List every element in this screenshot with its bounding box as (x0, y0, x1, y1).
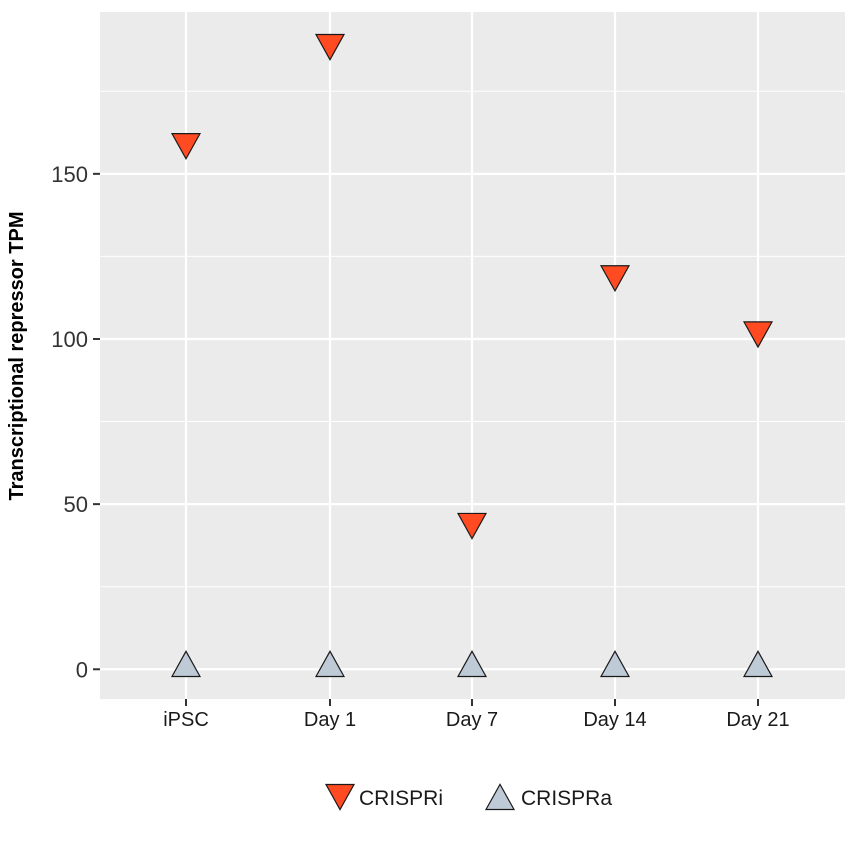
crispri-point (456, 512, 488, 540)
legend-key-crispra (484, 783, 516, 811)
y-axis: 0 50 100 150 (51, 162, 100, 682)
crispra-point (742, 650, 774, 678)
x-tick-label: iPSC (163, 709, 209, 731)
y-tick-label: 150 (51, 162, 88, 187)
crispra-point (314, 650, 346, 678)
crispri-point (742, 321, 774, 349)
y-tick-label: 50 (64, 492, 88, 517)
crispra-point (170, 650, 202, 678)
x-tick-label: Day 21 (726, 709, 789, 731)
crispri-point (170, 133, 202, 161)
crispri-point (599, 265, 631, 293)
y-axis-title: Transcriptional repressor TPM (6, 212, 28, 501)
legend-label-crispra: CRISPRa (521, 787, 612, 810)
x-axis: iPSC Day 1 Day 7 Day 14 Day 21 (163, 699, 790, 731)
crispri-point (314, 33, 346, 61)
legend-key-crispri (324, 783, 356, 811)
legend: CRISPRi CRISPRa (324, 783, 612, 811)
data-points (170, 33, 774, 678)
x-tick-label: Day 14 (583, 709, 646, 731)
crispra-point (599, 650, 631, 678)
y-tick-label: 0 (76, 657, 88, 682)
grid-lines (100, 12, 845, 699)
x-tick-label: Day 1 (304, 709, 356, 731)
x-tick-label: Day 7 (446, 709, 498, 731)
legend-label-crispri: CRISPRi (359, 787, 443, 810)
y-tick-label: 100 (51, 327, 88, 352)
crispra-point (456, 650, 488, 678)
